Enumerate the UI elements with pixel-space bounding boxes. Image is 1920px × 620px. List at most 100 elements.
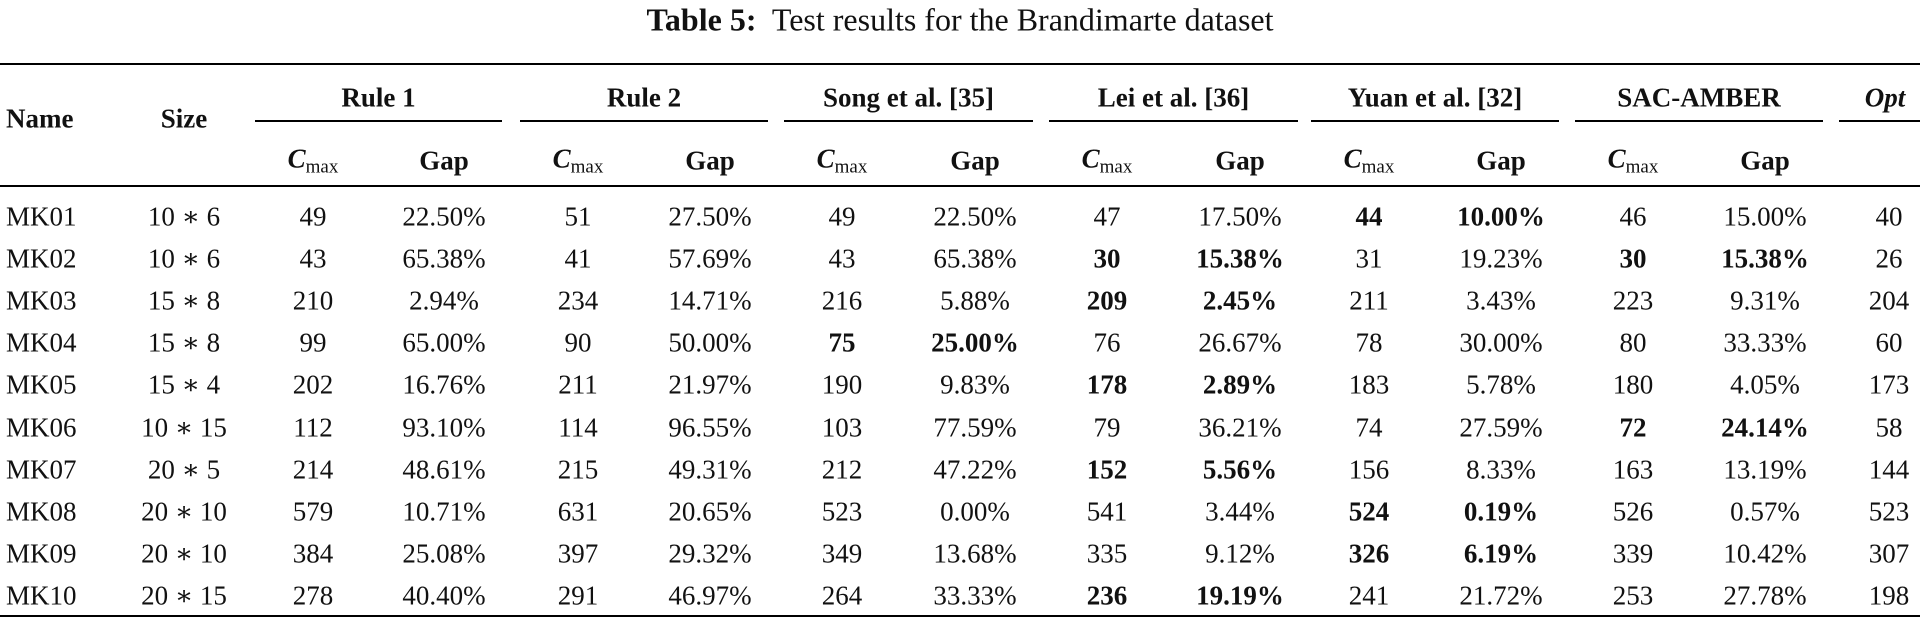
table-cell: MK02 — [6, 243, 77, 274]
group-rule — [520, 120, 768, 122]
table-cell: MK10 — [6, 580, 77, 611]
table-cell: 48.61% — [402, 454, 486, 485]
table-cell: 180 — [1612, 369, 1654, 400]
gap-header: Gap — [419, 145, 469, 176]
metric-symbol: C — [1607, 143, 1626, 174]
table-cell: 25.08% — [402, 538, 486, 569]
table-cell: 326 — [1348, 538, 1390, 569]
group-rule — [1839, 120, 1920, 122]
caption-text: Test results for the Brandimarte dataset — [771, 1, 1274, 38]
table-cell: 74 — [1355, 412, 1383, 442]
table-cell: 2.94% — [409, 285, 479, 316]
table-cell: 80 — [1619, 327, 1647, 358]
table-cell: 6.19% — [1463, 538, 1539, 569]
table-cell: 202 — [292, 369, 334, 400]
table-cell: 46.97% — [668, 580, 752, 611]
caption: Table 5: Test results for the Brandimart… — [647, 2, 1274, 39]
metric-header: Cmax — [553, 144, 604, 179]
table-cell: 103 — [821, 412, 863, 442]
table-cell: 15 ∗ 8 — [147, 285, 221, 316]
table-cell: 58 — [1875, 412, 1903, 442]
table-cell: 211 — [558, 369, 598, 400]
table-cell: 10.00% — [1457, 201, 1545, 232]
table-cell: 523 — [1868, 496, 1910, 527]
table-cell: 25.00% — [931, 327, 1019, 358]
table-cell: 47 — [1093, 201, 1121, 232]
table-cell: 339 — [1612, 538, 1654, 569]
group-rule — [1049, 120, 1298, 122]
table-cell: 49 — [828, 201, 856, 232]
table-cell: 90 — [564, 327, 592, 358]
gap-header: Gap — [1476, 145, 1526, 176]
group-header: SAC-AMBER — [1617, 82, 1781, 113]
table-cell: 93.10% — [402, 412, 486, 442]
table-cell: 22.50% — [402, 201, 486, 232]
table-cell: 10.42% — [1723, 538, 1807, 569]
table-cell: 4.05% — [1730, 369, 1800, 400]
table-cell: 5.56% — [1202, 454, 1278, 485]
table-cell: 72 — [1619, 412, 1647, 442]
table-cell: 524 — [1348, 496, 1390, 527]
table-cell: 397 — [557, 538, 599, 569]
table-cell: 278 — [292, 580, 334, 611]
metric-symbol: C — [1081, 143, 1100, 174]
header-size: Size — [160, 103, 208, 134]
table-cell: 163 — [1612, 454, 1654, 485]
table-cell: 21.97% — [668, 369, 752, 400]
table-cell: 15 ∗ 8 — [147, 327, 221, 358]
table-cell: 9.31% — [1730, 285, 1800, 316]
group-header: Rule 2 — [606, 82, 682, 113]
table-cell: 241 — [1348, 580, 1390, 611]
metric-header: Cmax — [288, 144, 339, 179]
table-cell: MK04 — [6, 327, 77, 358]
table-cell: 212 — [821, 454, 863, 485]
table-cell: 335 — [1086, 538, 1128, 569]
header-name: Name — [6, 103, 74, 134]
table-cell: 19.23% — [1459, 243, 1543, 274]
table-cell: 234 — [557, 285, 599, 316]
table-cell: 236 — [1086, 580, 1128, 611]
table-cell: 156 — [1348, 454, 1390, 485]
gap-header: Gap — [1215, 145, 1265, 176]
table-cell: 30 — [1093, 243, 1121, 274]
table-cell: 253 — [1612, 580, 1654, 611]
table-cell: 22.50% — [933, 201, 1017, 232]
table-cell: 19.19% — [1196, 580, 1284, 611]
table-cell: 384 — [292, 538, 334, 569]
table-cell: MK08 — [6, 496, 77, 527]
table-cell: 526 — [1612, 496, 1654, 527]
table-cell: 8.33% — [1466, 454, 1536, 485]
table-cell: 541 — [1086, 496, 1128, 527]
table-cell: 33.33% — [1723, 327, 1807, 358]
table-cell: 2.45% — [1202, 285, 1278, 316]
table-cell: 15.38% — [1721, 243, 1809, 274]
table-cell: 173 — [1868, 369, 1910, 400]
table-cell: 20 ∗ 15 — [141, 580, 227, 611]
table-cell: 307 — [1868, 538, 1910, 569]
table-cell: 10.71% — [402, 496, 486, 527]
table-cell: 31 — [1355, 243, 1383, 274]
table-cell: 15.00% — [1723, 201, 1807, 232]
metric-subscript: max — [570, 156, 604, 178]
table-cell: 210 — [292, 285, 334, 316]
table-cell: 96.55% — [668, 412, 752, 442]
table-cell: 14.71% — [668, 285, 752, 316]
metric-symbol: C — [1343, 143, 1362, 174]
table-cell: 24.14% — [1721, 412, 1809, 442]
table-cell: 9.12% — [1205, 538, 1275, 569]
table-cell: MK03 — [6, 285, 77, 316]
table-cell: 77.59% — [933, 412, 1017, 442]
table-cell: 20 ∗ 10 — [141, 538, 227, 569]
metric-subscript: max — [1099, 156, 1133, 178]
table-cell: 15.38% — [1196, 243, 1284, 274]
metric-subscript: max — [1361, 156, 1395, 178]
table-cell: MK07 — [6, 454, 77, 485]
metric-subscript: max — [1625, 156, 1659, 178]
table-cell: 51 — [564, 201, 592, 232]
table-cell: 291 — [557, 580, 599, 611]
table-cell: 29.32% — [668, 538, 752, 569]
group-rule — [1575, 120, 1823, 122]
caption-label: Table 5: — [646, 1, 757, 38]
table-cell: 99 — [299, 327, 327, 358]
